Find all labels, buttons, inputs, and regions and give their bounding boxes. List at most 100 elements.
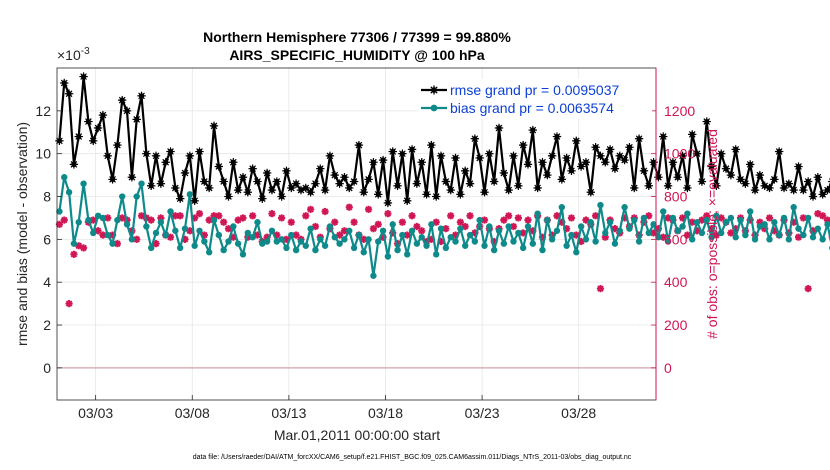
bias-series-point	[157, 219, 165, 226]
rmse-series-point	[697, 177, 707, 186]
rmse-series-point	[692, 149, 702, 158]
bias-series-point	[664, 238, 672, 245]
rmse-series-point	[180, 168, 190, 178]
bias-series-point	[167, 208, 174, 215]
rmse-series-point	[741, 179, 750, 188]
bias-series-point	[336, 240, 343, 247]
rmse-series-point	[364, 175, 373, 184]
bias-series-point	[70, 240, 78, 247]
bias-series-point	[577, 223, 585, 230]
left-tick-label: 0	[43, 360, 51, 376]
bias-series-point	[732, 234, 739, 241]
rmse-series-point	[673, 173, 682, 182]
obs-marker	[447, 212, 455, 220]
x-tick-label: 03/18	[368, 405, 403, 421]
obs-marker	[683, 231, 691, 239]
bias-series-point	[790, 204, 797, 211]
rmse-series-point	[745, 160, 755, 169]
bias-series-point	[606, 219, 614, 226]
bias-series-point	[428, 221, 435, 228]
bias-series-point	[529, 240, 537, 247]
rmse-series-point	[369, 158, 378, 167]
bias-series-point	[452, 238, 459, 245]
bias-series-point	[713, 212, 720, 219]
bias-series-point	[568, 231, 575, 239]
rmse-series-point	[601, 158, 610, 167]
rmse-series-point	[74, 132, 83, 141]
bias-series-point	[433, 251, 440, 258]
left-tick-label: 12	[35, 103, 51, 119]
rmse-series-point	[55, 136, 64, 146]
bias-series-point	[771, 219, 778, 226]
obs-marker	[611, 225, 619, 233]
rmse-series-point	[659, 132, 668, 141]
rmse-series-point	[69, 160, 79, 169]
rmse-series-point	[427, 140, 436, 150]
bias-series-point	[375, 238, 382, 245]
rmse-series-point	[262, 168, 272, 178]
rmse-series-point	[504, 185, 513, 195]
bias-series-point	[655, 234, 662, 241]
bias-series-point	[205, 249, 213, 256]
bias-series-point	[75, 219, 82, 226]
obs-marker	[514, 214, 522, 222]
bias-series-point	[244, 229, 252, 237]
obs-marker	[268, 210, 276, 218]
bias-series-point	[128, 236, 136, 243]
rmse-series-point	[634, 134, 644, 143]
rmse-series-point	[388, 147, 397, 156]
bias-series-point	[775, 231, 783, 239]
data-file-footer: data file: /Users/raeder/DAI/ATM_forcXX/…	[193, 454, 632, 461]
rmse-series-point	[499, 168, 509, 178]
bias-series-point	[534, 210, 541, 217]
bias-series-point	[326, 223, 334, 230]
rmse-series-point	[465, 179, 475, 188]
bias-series-point	[481, 242, 488, 249]
rmse-series-line	[58, 75, 830, 204]
obs-marker	[804, 285, 812, 293]
right-tick-label: 200	[664, 317, 688, 333]
rmse-series-point	[717, 149, 726, 158]
left-tick-label: 4	[43, 274, 51, 290]
rmse-series-point	[784, 179, 794, 188]
obs-marker	[302, 212, 310, 220]
rmse-series-point	[417, 158, 426, 167]
y-axis-label-right: # of obs: o=possible; ×=evaluated	[704, 129, 720, 339]
bias-series-point	[573, 249, 580, 256]
bias-series-point	[495, 227, 503, 234]
legend-bias-label: bias grand pr = 0.0063574	[450, 100, 614, 116]
bias-series-point	[201, 238, 208, 245]
x-axis-label: Mar.01,2011 00:00:00 start	[274, 427, 440, 443]
bias-series-point	[423, 242, 430, 249]
obs-marker	[384, 210, 392, 218]
bias-series-point	[196, 227, 203, 234]
rmse-series-point	[470, 134, 480, 143]
bias-series-point	[761, 221, 768, 228]
right-tick-label: 800	[664, 189, 688, 205]
bias-series-point	[263, 238, 271, 245]
bias-series-point	[635, 238, 643, 245]
rmse-series-point	[142, 149, 151, 158]
rmse-series-point	[808, 192, 818, 201]
obs-marker	[239, 214, 247, 222]
obs-marker	[596, 285, 605, 293]
bias-series-point	[119, 193, 126, 200]
rmse-series-point	[750, 185, 760, 195]
bias-series-point	[288, 231, 295, 239]
rmse-series-point	[774, 147, 784, 156]
bias-series-point	[230, 223, 237, 230]
obs-marker	[524, 216, 532, 224]
obs-marker	[403, 231, 411, 239]
rmse-series-point	[267, 185, 277, 195]
bias-series-point	[94, 212, 102, 219]
bias-series-point	[302, 242, 309, 249]
bias-series-point	[708, 234, 715, 241]
obs-marker	[195, 210, 204, 218]
bias-series-point	[90, 229, 97, 237]
rmse-series-point	[596, 151, 605, 161]
obs-marker	[500, 216, 508, 224]
bias-series-point	[766, 236, 773, 243]
obs-marker	[432, 218, 440, 226]
rmse-series-point	[731, 145, 740, 154]
rmse-series-point	[494, 123, 504, 133]
